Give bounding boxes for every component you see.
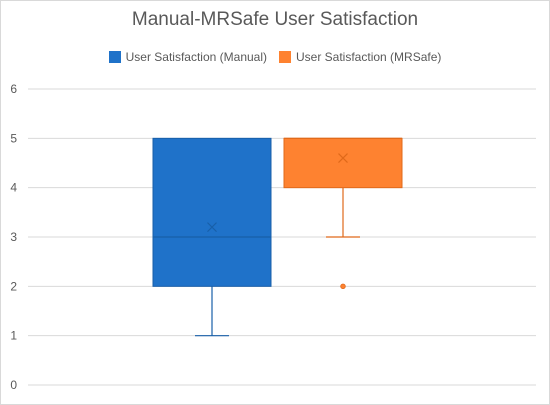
y-tick-label-6: 6 (10, 82, 17, 96)
box-mrsafe (283, 137, 403, 189)
y-tick-label-2: 2 (10, 279, 17, 293)
mean-marker-manual (207, 222, 217, 233)
outlier-point-mrsafe-0 (340, 283, 346, 290)
y-tick-label-0: 0 (10, 378, 17, 392)
legend-label-mrsafe: User Satisfaction (MRSafe) (296, 50, 442, 64)
legend-swatch-mrsafe (279, 51, 291, 63)
legend: User Satisfaction (Manual) User Satisfac… (0, 50, 550, 64)
y-tick-label-1: 1 (10, 329, 17, 343)
y-tick-label-4: 4 (10, 181, 17, 195)
legend-item-mrsafe: User Satisfaction (MRSafe) (279, 50, 441, 64)
y-tick-label-3: 3 (10, 230, 17, 244)
legend-swatch-manual (108, 51, 121, 63)
mean-marker-mrsafe (338, 153, 348, 163)
chart-title: Manual-MRSafe User Satisfaction (131, 9, 419, 30)
y-tick-label-5: 5 (10, 131, 17, 145)
legend-label-manual: User Satisfaction (Manual) (125, 50, 267, 64)
legend-item-manual: User Satisfaction (Manual) (108, 50, 267, 64)
box-manual (152, 137, 272, 287)
